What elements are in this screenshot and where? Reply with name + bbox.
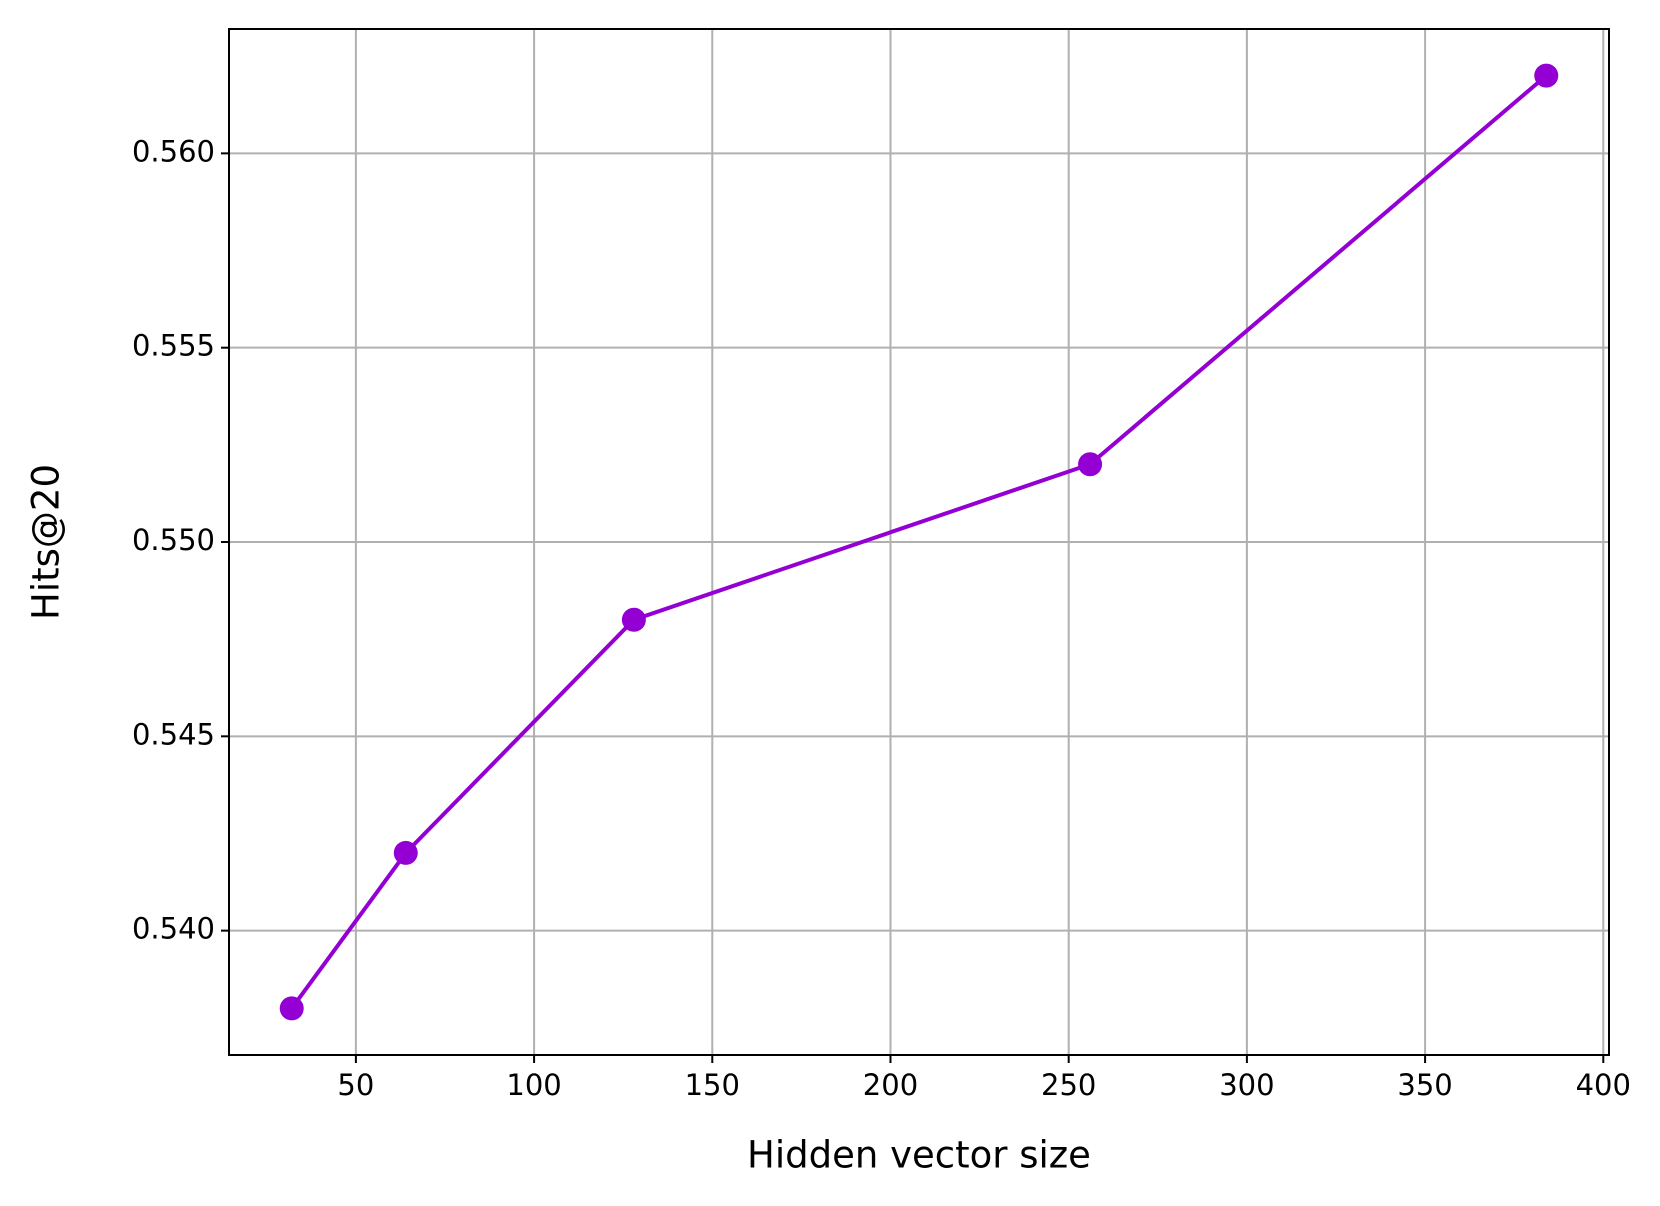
data-point — [279, 996, 304, 1021]
x-axis-label: Hidden vector size — [747, 1134, 1091, 1177]
x-tick-label: 150 — [685, 1068, 740, 1102]
x-tick-label: 350 — [1397, 1068, 1452, 1102]
x-tick-label: 200 — [863, 1068, 918, 1102]
data-point — [393, 840, 418, 865]
plot-frame — [228, 28, 1610, 1056]
data-point — [621, 607, 646, 632]
data-point — [1534, 63, 1559, 88]
y-tick-label: 0.545 — [132, 717, 215, 751]
data-point — [1078, 452, 1103, 477]
x-tick-label: 300 — [1219, 1068, 1274, 1102]
x-tick-label: 250 — [1041, 1068, 1096, 1102]
y-tick-label: 0.540 — [132, 912, 215, 946]
x-tick-label: 400 — [1576, 1068, 1631, 1102]
x-tick-label: 100 — [506, 1068, 561, 1102]
x-tick-label: 50 — [337, 1068, 374, 1102]
y-tick-label: 0.560 — [132, 134, 215, 168]
y-axis-label: Hits@20 — [25, 464, 68, 620]
y-tick-label: 0.555 — [132, 329, 215, 363]
y-tick-label: 0.550 — [132, 523, 215, 557]
